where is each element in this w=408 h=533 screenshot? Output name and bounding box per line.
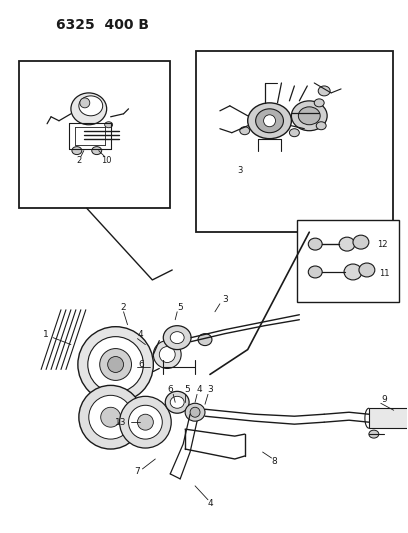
Ellipse shape [170, 332, 184, 344]
Ellipse shape [359, 263, 375, 277]
Text: 8: 8 [272, 457, 277, 466]
Ellipse shape [170, 397, 184, 408]
Bar [196, 51, 393, 232]
Ellipse shape [318, 86, 330, 96]
Text: 6325  400 B: 6325 400 B [56, 18, 149, 33]
Ellipse shape [80, 98, 90, 108]
Text: 11: 11 [379, 270, 389, 278]
Ellipse shape [264, 115, 275, 127]
Ellipse shape [314, 99, 324, 107]
Ellipse shape [120, 397, 171, 448]
Text: 1: 1 [43, 330, 49, 339]
Ellipse shape [248, 103, 291, 139]
Ellipse shape [137, 414, 153, 430]
Text: 12: 12 [377, 240, 387, 248]
Ellipse shape [89, 395, 133, 439]
Ellipse shape [308, 266, 322, 278]
Text: 5: 5 [184, 385, 190, 394]
Ellipse shape [298, 107, 320, 125]
Text: 3: 3 [207, 385, 213, 394]
Ellipse shape [108, 357, 124, 373]
Text: 3: 3 [237, 166, 242, 175]
Ellipse shape [153, 341, 181, 368]
Ellipse shape [308, 238, 322, 250]
Ellipse shape [71, 93, 106, 125]
Ellipse shape [256, 109, 284, 133]
Text: 7: 7 [135, 467, 140, 477]
Ellipse shape [79, 96, 103, 116]
Ellipse shape [105, 122, 113, 128]
Ellipse shape [78, 327, 153, 402]
Ellipse shape [159, 346, 175, 362]
Ellipse shape [88, 337, 144, 392]
Text: 4: 4 [137, 330, 143, 339]
Ellipse shape [190, 407, 200, 417]
Bar [19, 61, 170, 208]
Ellipse shape [185, 403, 205, 421]
Ellipse shape [369, 430, 379, 438]
Ellipse shape [165, 391, 189, 413]
Ellipse shape [101, 407, 121, 427]
Ellipse shape [291, 101, 327, 131]
Ellipse shape [79, 385, 142, 449]
Ellipse shape [353, 235, 369, 249]
Ellipse shape [339, 237, 355, 251]
Ellipse shape [92, 147, 102, 155]
Text: 2: 2 [121, 303, 126, 312]
Ellipse shape [344, 264, 362, 280]
Text: 2: 2 [76, 156, 82, 165]
Text: 5: 5 [177, 303, 183, 312]
Text: 3: 3 [222, 295, 228, 304]
Text: 6: 6 [139, 360, 144, 369]
Text: 9: 9 [381, 395, 387, 404]
Ellipse shape [100, 349, 131, 381]
Ellipse shape [198, 334, 212, 345]
Text: 10: 10 [102, 156, 112, 165]
Ellipse shape [289, 129, 299, 136]
Text: 4: 4 [196, 385, 202, 394]
Ellipse shape [129, 405, 162, 439]
Text: 13: 13 [115, 418, 126, 427]
Bar [297, 220, 399, 302]
Ellipse shape [163, 326, 191, 350]
Text: 6: 6 [167, 385, 173, 394]
Ellipse shape [72, 147, 82, 155]
Ellipse shape [316, 122, 326, 130]
Text: 4: 4 [207, 499, 213, 508]
Bar [369, 408, 408, 428]
Ellipse shape [240, 127, 250, 135]
